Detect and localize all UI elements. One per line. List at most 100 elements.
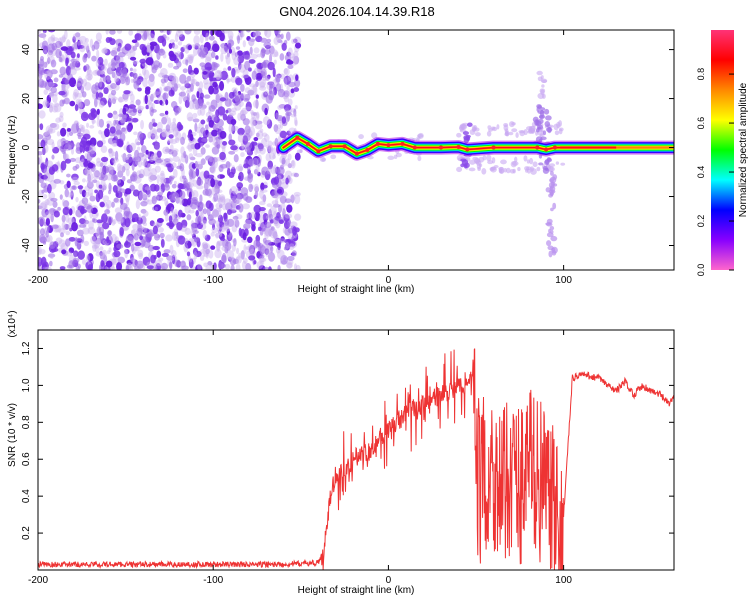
noise-blob — [247, 173, 253, 184]
noise-blob — [275, 247, 281, 254]
noise-blob — [195, 161, 203, 170]
noise-blob — [201, 138, 208, 143]
noise-blob — [81, 91, 87, 98]
noise-blob — [207, 261, 213, 266]
noise-blob — [219, 97, 227, 102]
noise-blob — [49, 122, 57, 128]
noise-blob — [95, 251, 102, 257]
noise-blob — [268, 146, 274, 154]
noise-blob — [111, 98, 117, 105]
noise-blob — [109, 30, 116, 35]
noise-blob — [288, 81, 296, 88]
noise-blob — [208, 72, 214, 78]
noise-blob — [64, 188, 70, 198]
noise-blob — [193, 251, 198, 260]
noise-blob — [179, 190, 186, 200]
noise-blob — [253, 137, 259, 142]
noise-blob — [150, 30, 155, 39]
noise-blob — [76, 241, 82, 250]
noise-blob — [263, 30, 268, 37]
x-tick-label: -200 — [28, 575, 48, 586]
noise-blob — [91, 218, 96, 223]
noise-blob — [178, 94, 183, 105]
noise-blob — [134, 33, 142, 41]
noise-blob — [130, 100, 135, 105]
noise-blob — [115, 123, 121, 132]
noise-blob — [53, 77, 59, 83]
noise-blob — [49, 260, 53, 267]
noise-blob — [51, 105, 59, 113]
noise-blob — [72, 33, 81, 41]
noise-blob — [230, 185, 238, 194]
noise-blob — [184, 204, 191, 214]
noise-blob — [185, 89, 191, 94]
noise-blob — [244, 125, 251, 135]
noise-blob — [106, 123, 110, 129]
noise-blob — [87, 186, 94, 197]
lobe-blob — [548, 250, 553, 258]
noise-blob — [295, 264, 301, 270]
noise-blob — [71, 60, 77, 68]
noise-blob — [79, 144, 83, 153]
noise-blob — [181, 198, 189, 207]
noise-blob — [131, 72, 138, 78]
noise-blob — [138, 183, 144, 192]
noise-blob — [187, 141, 194, 152]
y-tick-label: 0.6 — [21, 452, 32, 466]
snr-content — [38, 348, 674, 570]
noise-blob — [254, 191, 259, 199]
noise-blob — [181, 219, 188, 228]
noise-blob — [98, 101, 105, 108]
noise-blob — [45, 157, 49, 168]
noise-blob — [177, 209, 183, 218]
lobe-blob — [558, 127, 564, 132]
noise-blob — [270, 226, 275, 231]
noise-blob — [113, 84, 120, 91]
noise-blob — [178, 34, 185, 42]
noise-blob — [61, 198, 66, 207]
noise-blob — [147, 131, 152, 139]
noise-blob — [200, 149, 205, 155]
noise-blob — [253, 168, 259, 175]
noise-blob — [238, 163, 243, 173]
noise-blob — [205, 253, 209, 259]
noise-blob — [49, 241, 56, 249]
noise-blob — [270, 234, 279, 239]
noise-blob — [292, 226, 297, 236]
noise-blob — [110, 89, 117, 96]
noise-blob — [92, 242, 97, 253]
noise-blob — [111, 265, 116, 270]
noise-blob — [59, 36, 67, 43]
noise-blob — [168, 194, 176, 201]
noise-blob — [38, 198, 41, 204]
noise-blob — [252, 141, 258, 146]
colorbar-tick-label: 0.2 — [696, 215, 706, 228]
noise-blob — [154, 234, 161, 239]
noise-blob — [47, 52, 53, 58]
noise-blob — [168, 89, 175, 97]
y-tick-label: 0.4 — [21, 489, 32, 503]
noise-blob — [110, 174, 119, 182]
noise-blob — [79, 154, 85, 163]
noise-blob — [189, 83, 194, 92]
noise-blob — [241, 74, 250, 79]
noise-blob — [136, 152, 145, 158]
noise-blob — [230, 76, 237, 83]
noise-blob — [221, 245, 228, 252]
noise-blob — [189, 133, 194, 142]
x-tick-label: 0 — [386, 275, 392, 286]
noise-blob — [214, 248, 222, 259]
noise-blob — [252, 83, 257, 93]
noise-blob — [226, 52, 230, 58]
noise-blob — [253, 239, 258, 249]
noise-blob — [125, 240, 129, 246]
noise-blob — [253, 204, 262, 214]
noise-blob — [88, 220, 94, 230]
snr-axes: -200 -100 0 100 0.2 0.4 0.6 0.8 1.0 1.2 — [21, 330, 674, 586]
noise-blob — [196, 237, 200, 242]
noise-blob — [257, 171, 261, 177]
noise-blob — [175, 131, 182, 141]
noise-blob — [65, 230, 71, 236]
noise-blob — [119, 132, 126, 142]
noise-blob — [247, 38, 255, 46]
